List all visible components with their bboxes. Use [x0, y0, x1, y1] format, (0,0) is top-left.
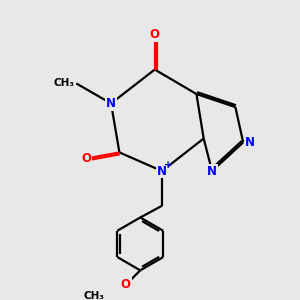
- Text: N: N: [207, 164, 217, 178]
- Text: CH₃: CH₃: [83, 292, 104, 300]
- Text: CH₃: CH₃: [54, 78, 75, 88]
- Text: N: N: [106, 97, 116, 110]
- Text: O: O: [81, 152, 91, 165]
- Text: N: N: [244, 136, 255, 149]
- Text: O: O: [150, 28, 160, 41]
- Text: +: +: [164, 160, 172, 170]
- Text: O: O: [121, 278, 131, 291]
- Text: N: N: [157, 164, 167, 178]
